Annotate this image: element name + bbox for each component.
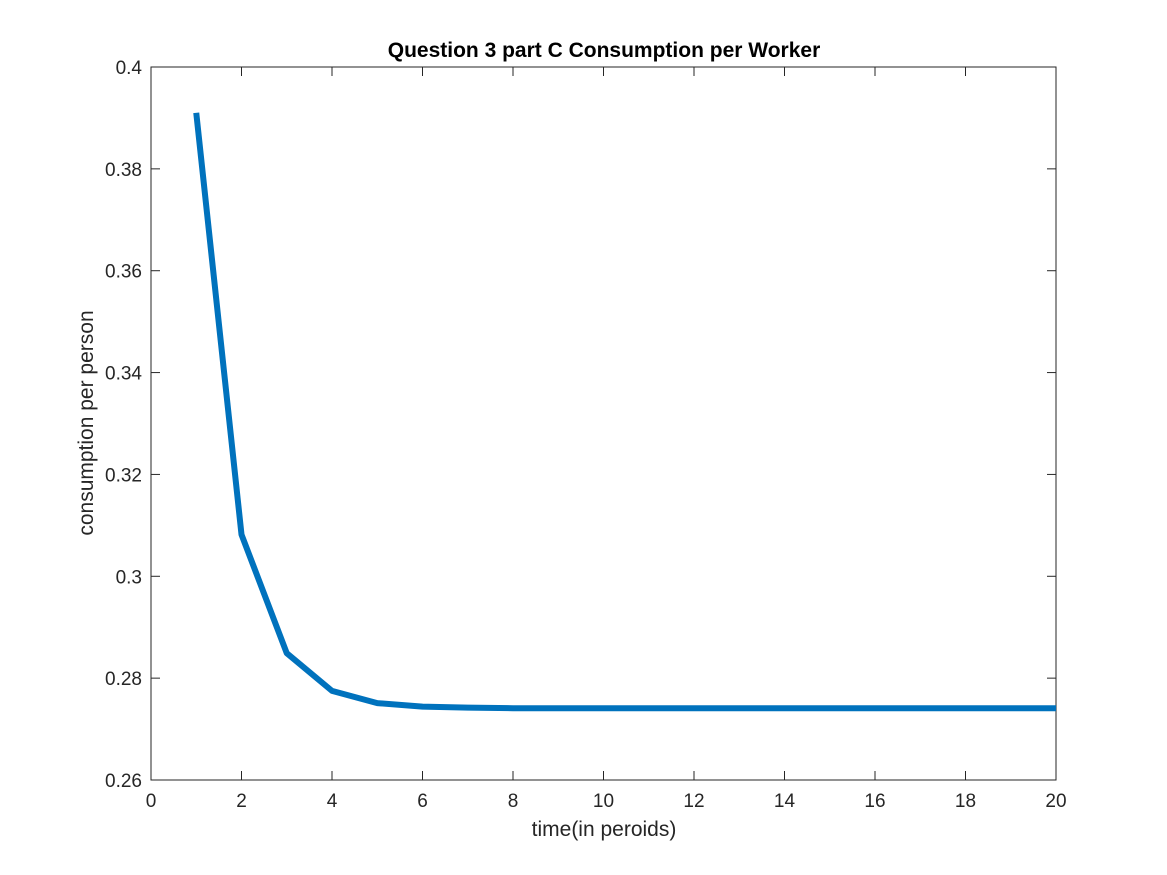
y-axis-label: consumption per person [75, 310, 98, 535]
y-tick-label: 0.34 [105, 364, 142, 385]
x-tick-label: 2 [236, 791, 247, 812]
y-tick-label: 0.28 [105, 669, 142, 690]
x-axis-label: time(in peroids) [532, 818, 677, 841]
series-line [193, 112, 1056, 712]
x-tick-label: 0 [146, 791, 157, 812]
y-tick-label: 0.38 [105, 160, 142, 181]
y-tick-label: 0.36 [105, 262, 142, 283]
x-tick-label: 8 [508, 791, 519, 812]
x-tick-label: 16 [864, 791, 885, 812]
chart-title: Question 3 part C Consumption per Worker [388, 39, 821, 62]
y-tick-label: 0.3 [116, 567, 142, 588]
y-tick-label: 0.26 [105, 771, 142, 792]
axes-box [150, 66, 1057, 781]
x-tick-label: 4 [327, 791, 338, 812]
x-tick-label: 6 [417, 791, 428, 812]
plot-area: 0 2 4 6 8 10 12 14 16 18 20 0.26 0.28 0.3 0.32 0.34 0.36… [105, 58, 1067, 812]
x-tick-label: 14 [774, 791, 796, 812]
x-tick-label: 18 [955, 791, 976, 812]
y-tick-label: 0.4 [116, 58, 143, 79]
x-tick-label: 10 [593, 791, 614, 812]
y-tick-label: 0.32 [105, 465, 142, 486]
x-tick-label: 20 [1045, 791, 1066, 812]
x-tick-label: 12 [683, 791, 704, 812]
